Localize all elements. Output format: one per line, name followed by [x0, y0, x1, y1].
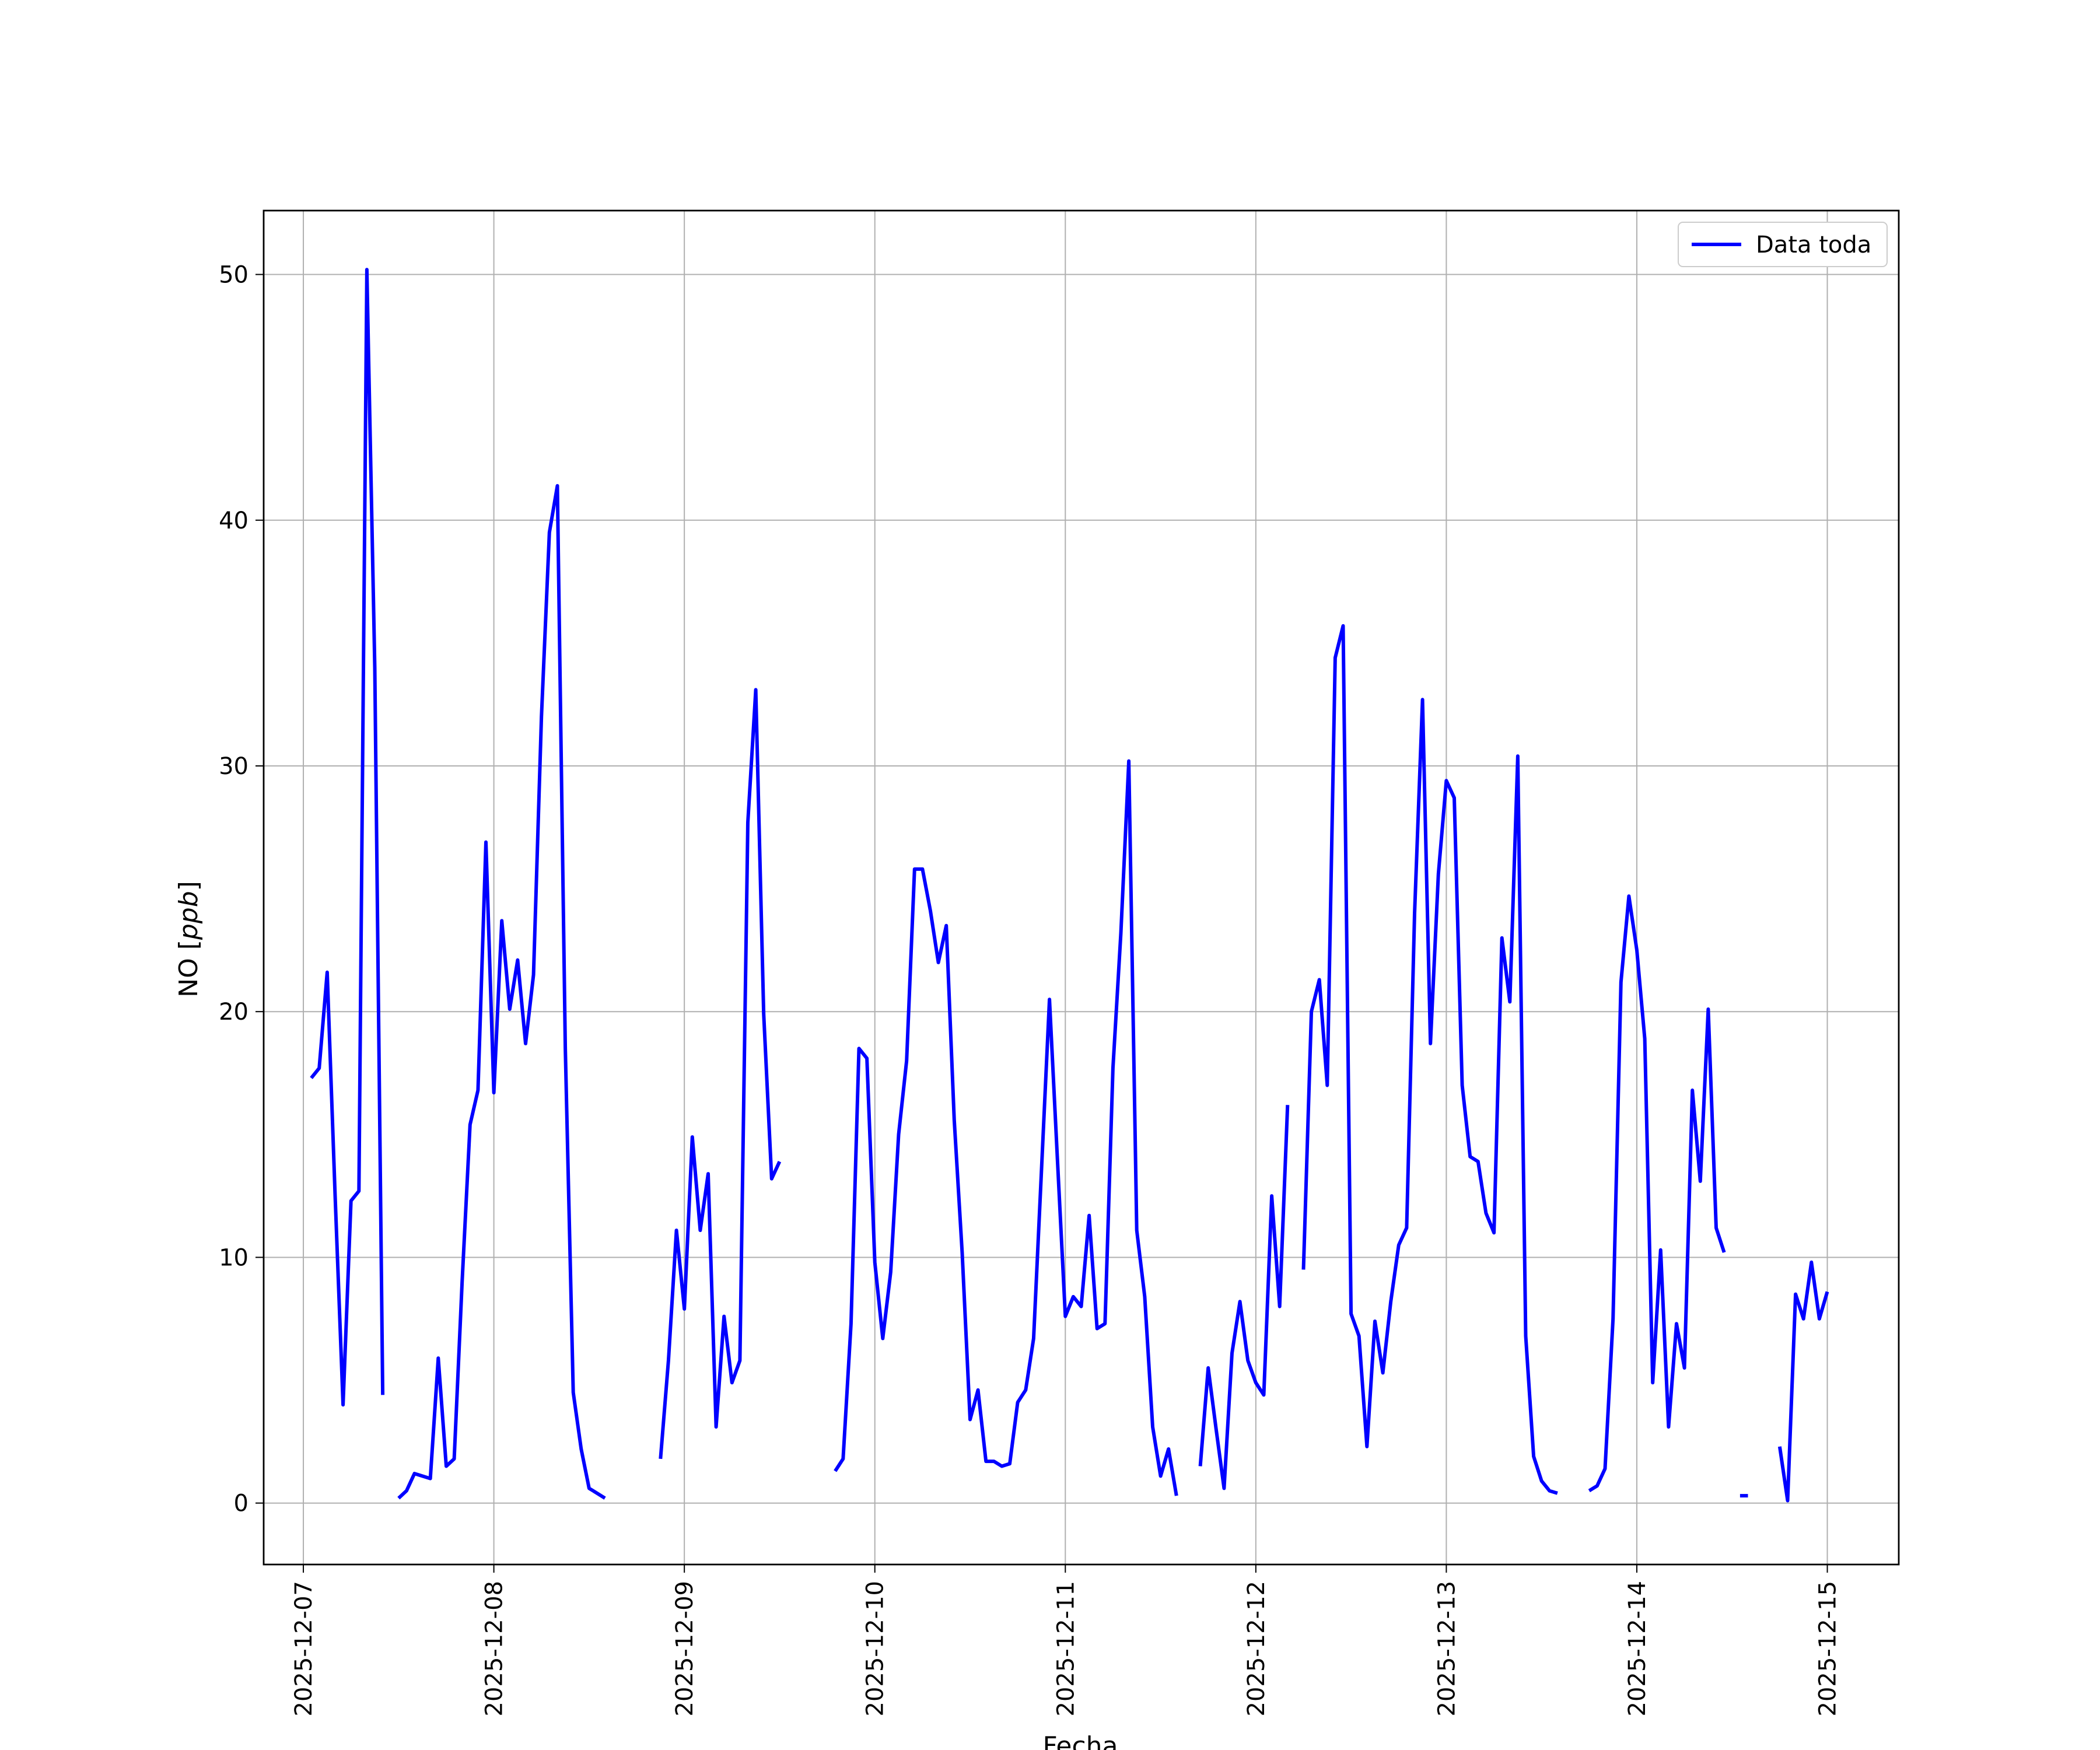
legend-box [1678, 222, 1888, 267]
series-line-segment-2 [397, 484, 606, 1500]
y-tick-label: 20 [219, 999, 249, 1026]
axes-frame [262, 209, 1900, 1566]
series-line-segment-3 [659, 688, 782, 1460]
x-tick-label: 2025-12-13 [1433, 1581, 1460, 1716]
y-tick-label: 0 [234, 1490, 249, 1517]
x-axis: 2025-12-07 2025-12-08 2025-12-09 2025-12-10… [290, 1564, 1842, 1716]
x-tick-label: 2025-12-11 [1052, 1581, 1079, 1716]
x-tick-label: 2025-12-15 [1815, 1581, 1842, 1716]
series-line-segment-1 [310, 268, 385, 1407]
legend-label-data-toda: Data toda [1756, 232, 1871, 258]
legend: Data toda [1678, 222, 1888, 267]
series-line-segment-9 [1777, 1260, 1829, 1503]
x-tick-label: 2025-12-07 [290, 1581, 317, 1716]
series-line-segment-4 [834, 759, 1178, 1496]
y-tick-label: 50 [219, 262, 249, 289]
x-tick-label: 2025-12-14 [1624, 1581, 1651, 1716]
x-tick-label: 2025-12-12 [1243, 1581, 1270, 1716]
y-axis: 0 10 20 30 40 50 [219, 262, 264, 1517]
series-layer [310, 268, 1829, 1503]
x-tick-label: 2025-12-10 [862, 1581, 889, 1716]
y-tick-label: 40 [219, 508, 249, 534]
x-tick-label: 2025-12-09 [671, 1581, 698, 1716]
x-tick-label: 2025-12-08 [481, 1581, 508, 1716]
series-line-segment-7 [1588, 894, 1726, 1493]
series-line-segment-5 [1198, 1105, 1290, 1490]
x-axis-label: Fecha [1042, 1731, 1118, 1750]
grid [264, 211, 1899, 1564]
series-line-segment-6 [1301, 624, 1558, 1495]
y-axis-label: NO [ppb] [174, 881, 204, 998]
y-tick-label: 30 [219, 753, 249, 780]
y-tick-label: 10 [219, 1244, 249, 1271]
